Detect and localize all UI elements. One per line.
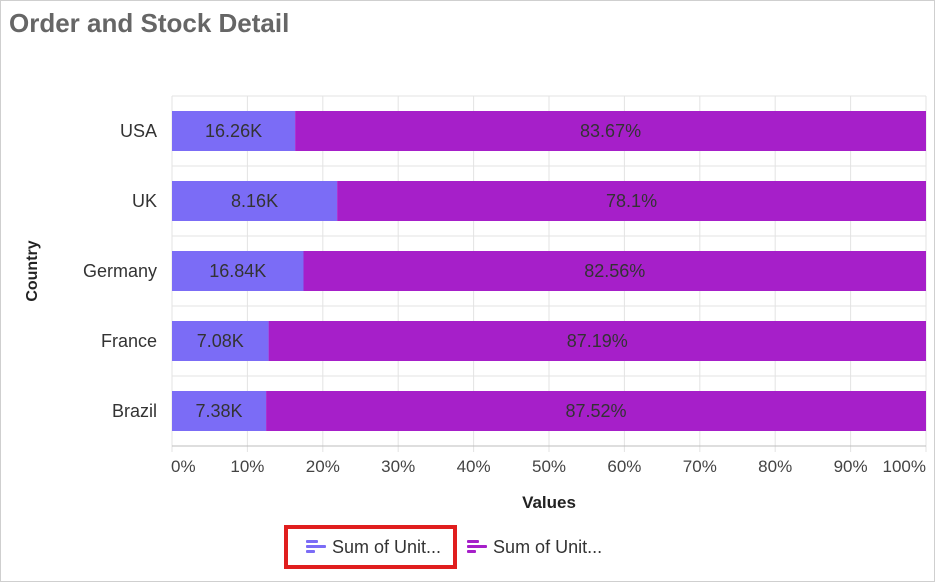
bar-series-1 [172,111,296,151]
x-axis-label: Values [522,493,576,512]
bar-series-2 [295,111,927,151]
bar-series-2 [266,391,926,431]
legend-item-series-1[interactable]: Sum of Unit... [284,525,458,569]
x-tick-label: 70% [683,457,717,476]
chart-title: Order and Stock Detail [9,8,290,38]
legend-label-series-2: Sum of Unit... [493,536,603,557]
category-label: USA [120,121,157,141]
x-tick-label: 40% [457,457,491,476]
bar-series-1 [172,251,304,291]
data-label: 87.19% [567,331,628,351]
data-label: 78.1% [606,191,657,211]
x-tick-label: 10% [230,457,264,476]
bar-series-2 [268,321,926,361]
x-tick-label: 30% [381,457,415,476]
category-label: UK [132,191,157,211]
legend: Sum of Unit... Sum of Unit... [284,525,614,569]
category-label: Brazil [112,401,157,421]
data-label: 7.08K [197,331,244,351]
x-tick-label: 90% [834,457,868,476]
bar-series-1 [172,391,267,431]
x-tick-label: 20% [306,457,340,476]
bar-series-icon [306,540,328,554]
x-tick-label: 100% [883,457,926,476]
bar-series-1 [172,181,338,221]
data-label: 87.52% [566,401,627,421]
data-label: 8.16K [231,191,278,211]
bar-series-2 [337,181,927,221]
category-label: Germany [83,261,157,281]
data-label: 16.84K [209,261,266,281]
plot-area: 0% 10% 20% 30% 40% 50% 60% 70% 80% 90% 100% USA 16.2… [83,95,927,476]
bar-series-icon [467,540,489,554]
x-tick-label: 80% [758,457,792,476]
bar-series-2 [303,251,927,291]
legend-item-series-2[interactable]: Sum of Unit... [465,528,614,566]
data-label: 82.56% [584,261,645,281]
data-label: 7.38K [196,401,243,421]
data-label: 83.67% [580,121,641,141]
legend-label-series-1: Sum of Unit... [332,536,442,557]
x-tick-label: 50% [532,457,566,476]
bar-series-1 [172,321,269,361]
x-tick-label: 0% [171,457,196,476]
x-tick-label: 60% [607,457,641,476]
data-label: 16.26K [205,121,262,141]
category-label: France [101,331,157,351]
